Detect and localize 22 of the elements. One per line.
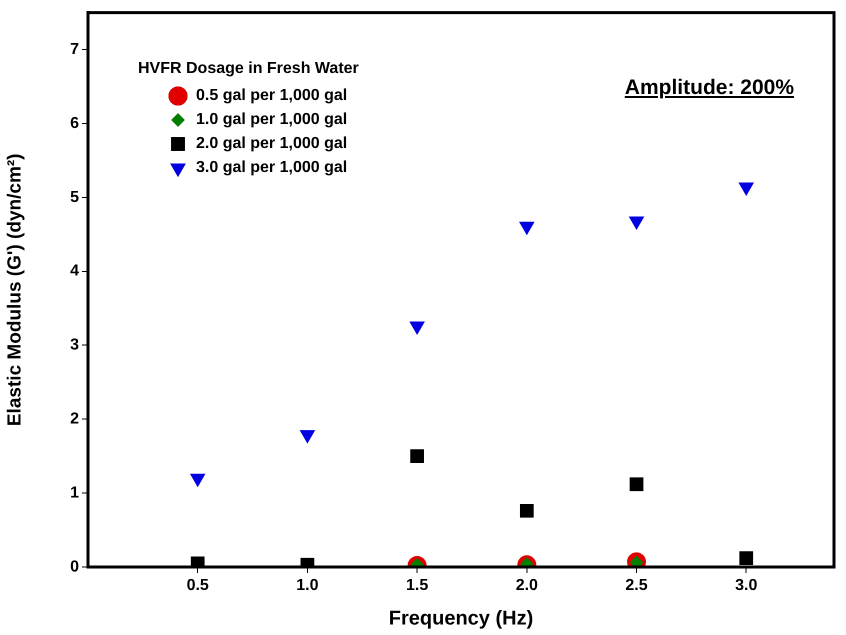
y-tick-label: 4 <box>70 262 80 280</box>
y-tick-label: 1 <box>70 484 80 502</box>
y-tick-label: 5 <box>70 188 80 206</box>
x-tick-label: 3.0 <box>735 577 758 594</box>
y-tick-label: 3 <box>70 336 80 354</box>
y-tick-label: 0 <box>70 558 80 576</box>
x-axis-title: Frequency (Hz) <box>388 608 534 630</box>
x-tick-label: 2.0 <box>516 577 538 594</box>
legend-label: 2.0 gal per 1,000 gal <box>196 135 348 153</box>
y-tick-label: 7 <box>70 40 80 58</box>
x-tick-label: 2.5 <box>625 577 648 594</box>
y-tick-label: 2 <box>70 410 80 428</box>
x-tick-label: 1.5 <box>406 577 428 594</box>
legend-label: 3.0 gal per 1,000 gal <box>196 159 348 177</box>
y-tick-label: 6 <box>70 114 80 132</box>
annotation: Amplitude: 200% <box>624 76 794 100</box>
y-axis-title: Elastic Modulus (G') (dyn/cm²) <box>4 153 26 426</box>
legend-label: 0.5 gal per 1,000 gal <box>196 87 348 105</box>
x-tick-label: 0.5 <box>186 577 209 594</box>
x-tick-label: 1.0 <box>296 577 319 594</box>
legend-label: 1.0 gal per 1,000 gal <box>196 111 348 129</box>
legend-title: HVFR Dosage in Fresh Water <box>138 60 359 78</box>
